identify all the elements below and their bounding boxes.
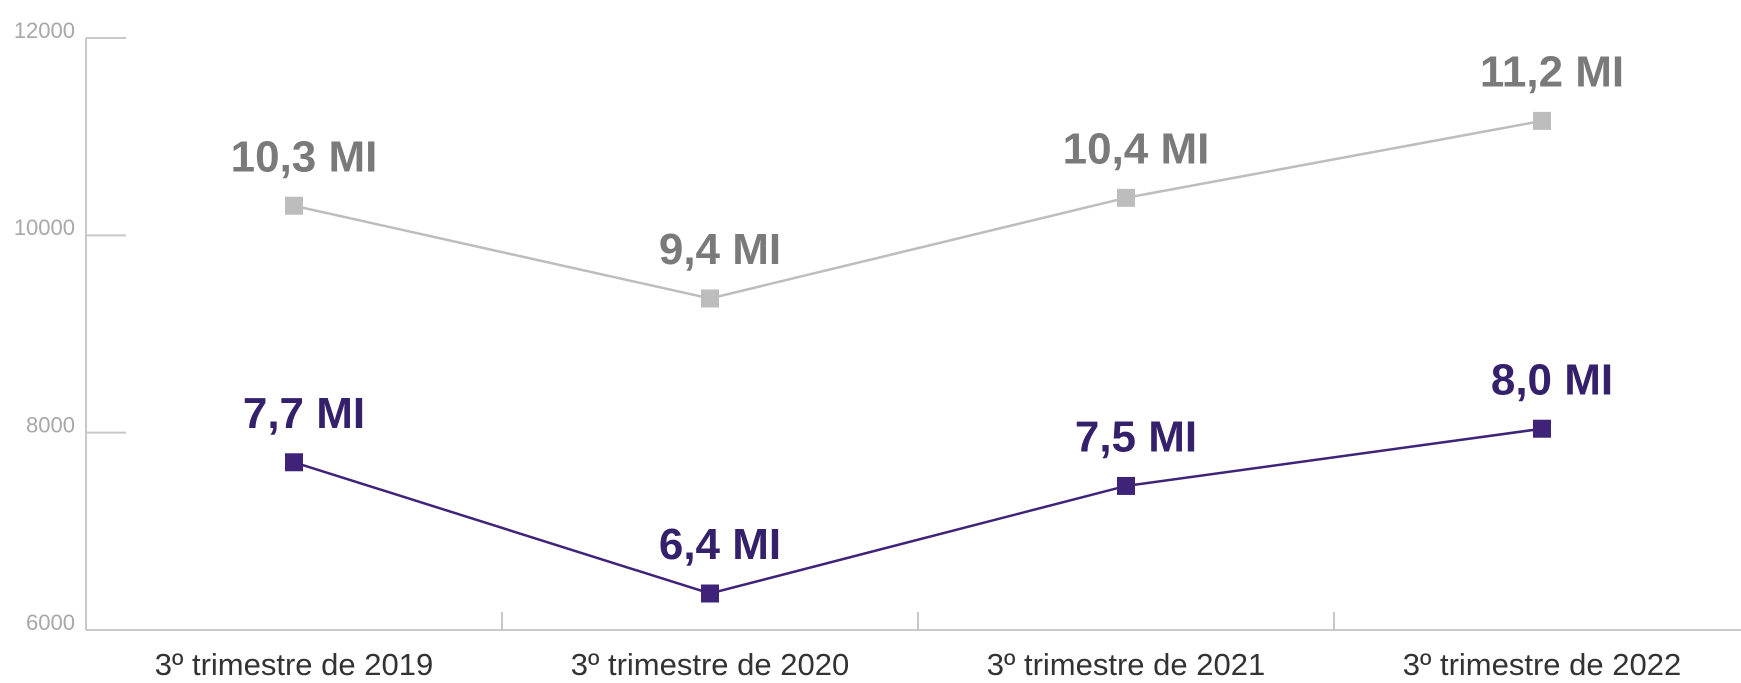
data-label: 9,4 MI (659, 225, 781, 274)
y-tick-label: 12000 (14, 18, 75, 43)
y-tick-label: 8000 (26, 412, 75, 437)
series-line (293, 427, 1543, 595)
y-tick-label: 6000 (26, 610, 75, 635)
x-tick-label: 3º trimestre de 2019 (155, 647, 433, 682)
x-tick-label: 3º trimestre de 2022 (1403, 647, 1681, 682)
point-marker (701, 584, 719, 603)
data-label: 11,2 MI (1480, 48, 1624, 97)
data-label: 6,4 MI (659, 520, 781, 569)
x-tick-label: 3º trimestre de 2021 (987, 647, 1265, 682)
y-tick-label: 10000 (14, 215, 75, 240)
data-label: 7,5 MI (1075, 413, 1197, 462)
data-label: 10,3 MI (231, 132, 378, 181)
point-marker (1117, 188, 1135, 207)
point-marker (1117, 476, 1135, 495)
point-marker (285, 196, 303, 215)
series-line (293, 119, 1543, 300)
data-label: 10,4 MI (1063, 124, 1210, 173)
point-marker (701, 289, 719, 308)
x-tick-label: 3º trimestre de 2020 (571, 647, 849, 682)
point-marker (1533, 419, 1551, 438)
data-label: 7,7 MI (243, 389, 365, 438)
point-marker (1533, 111, 1551, 130)
data-label: 8,0 MI (1491, 355, 1613, 404)
point-marker (285, 453, 303, 472)
